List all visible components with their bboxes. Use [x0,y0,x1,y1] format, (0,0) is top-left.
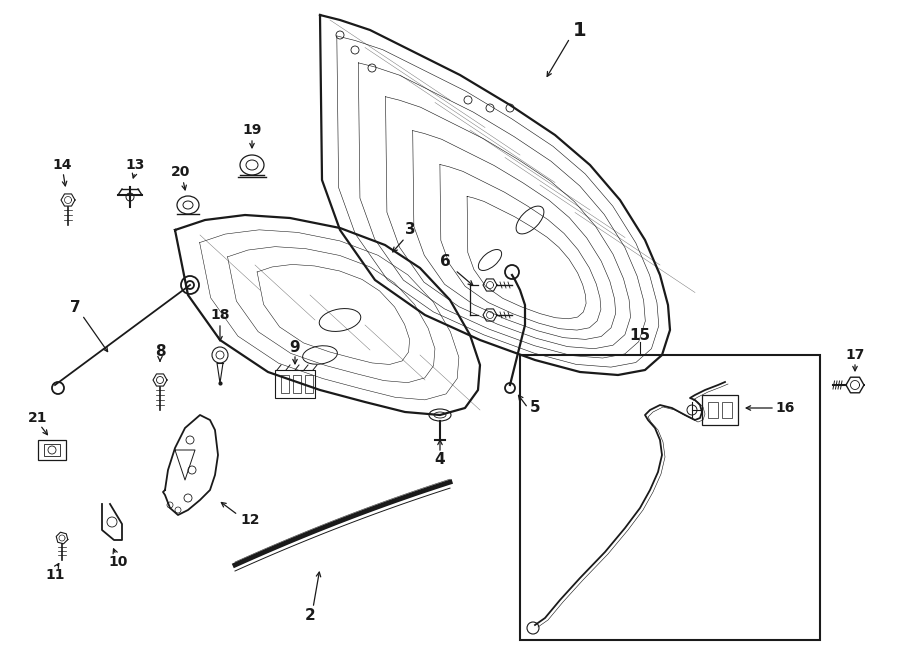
Text: 10: 10 [108,555,128,569]
Text: 6: 6 [439,254,450,270]
Text: 1: 1 [573,20,587,40]
Circle shape [505,383,515,393]
Circle shape [505,265,519,279]
Text: 21: 21 [28,411,48,425]
Circle shape [212,347,228,363]
Bar [38,440,66,460]
Circle shape [527,622,539,634]
Text: 14: 14 [52,158,72,172]
Bar [708,402,718,418]
Text: 7: 7 [69,301,80,315]
Bar [44,444,60,456]
Ellipse shape [240,155,264,175]
Text: 3: 3 [405,223,415,237]
Text: 19: 19 [242,123,262,137]
Text: 17: 17 [845,348,865,362]
Ellipse shape [429,409,451,421]
Ellipse shape [177,196,199,214]
Text: 4: 4 [435,453,446,467]
Text: 5: 5 [530,401,540,416]
Text: 20: 20 [171,165,191,179]
Text: 18: 18 [211,308,230,322]
Bar [722,402,732,418]
Text: 11: 11 [45,568,65,582]
Bar [275,370,315,398]
Ellipse shape [183,201,193,209]
Bar [281,375,289,393]
Text: 9: 9 [290,340,301,354]
Circle shape [181,276,199,294]
Text: 12: 12 [240,513,260,527]
Text: 2: 2 [304,607,315,623]
Bar [702,395,738,425]
Ellipse shape [246,160,258,170]
Bar [520,355,820,640]
Circle shape [52,382,64,394]
Bar [305,375,313,393]
Bar [293,375,301,393]
Ellipse shape [434,412,446,418]
Text: 16: 16 [775,401,795,415]
Text: 15: 15 [629,327,651,342]
Text: 8: 8 [155,344,166,360]
Text: 13: 13 [125,158,145,172]
